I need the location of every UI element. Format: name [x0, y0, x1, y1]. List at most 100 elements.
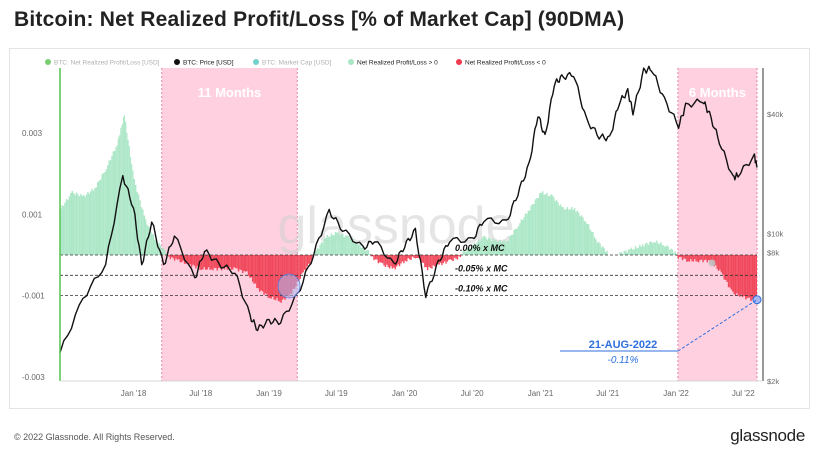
loss-bar — [753, 254, 756, 300]
profit-bar — [668, 249, 671, 255]
profit-bar — [590, 231, 593, 255]
profit-bar — [504, 242, 507, 255]
highlight-label: 6 Months — [689, 85, 746, 100]
loss-bar — [299, 254, 302, 279]
loss-bar — [192, 254, 194, 265]
profit-bar — [356, 241, 358, 255]
loss-bar — [452, 254, 454, 262]
loss-bar — [680, 254, 682, 258]
loss-bar — [373, 254, 375, 261]
loss-bar — [219, 254, 221, 269]
x-tick-label: Jan '18 — [121, 389, 147, 398]
loss-bar — [414, 254, 417, 259]
profit-bar — [506, 240, 508, 255]
profit-bar — [315, 250, 317, 255]
loss-bar — [445, 254, 447, 264]
profit-bar — [119, 134, 121, 255]
loss-bar — [295, 254, 297, 287]
loss-bar — [404, 254, 407, 261]
loss-bar — [691, 254, 693, 262]
profit-bar — [527, 210, 529, 255]
loss-bar — [277, 254, 280, 302]
profit-bar — [550, 194, 553, 255]
loss-bar — [250, 254, 252, 278]
profit-bar — [555, 199, 558, 255]
loss-bar — [722, 254, 724, 275]
loss-bar — [388, 254, 391, 269]
loss-bar — [723, 254, 725, 280]
profit-bar — [101, 174, 103, 255]
loss-bar — [190, 254, 193, 267]
profit-bar — [558, 205, 560, 255]
loss-bar — [741, 254, 744, 298]
marker-circle — [277, 273, 301, 299]
profit-bar — [145, 219, 147, 255]
loss-bar — [443, 254, 446, 262]
profit-bar — [129, 157, 132, 255]
loss-bar — [407, 254, 409, 259]
profit-bar — [526, 213, 528, 255]
profit-bar — [337, 232, 340, 255]
loss-bar — [411, 254, 414, 257]
callout-value: -0.11% — [608, 355, 639, 366]
profit-bar — [91, 188, 93, 255]
profit-bar — [585, 221, 587, 255]
loss-bar — [212, 254, 214, 271]
profit-bar — [128, 146, 130, 255]
profit-bar — [104, 171, 106, 255]
profit-bar — [496, 242, 498, 255]
loss-bar — [207, 254, 210, 268]
profit-bar — [619, 252, 621, 255]
profit-bar — [463, 251, 466, 255]
loss-bar — [387, 254, 389, 268]
profit-bar — [549, 195, 551, 255]
loss-bar — [303, 254, 306, 270]
loss-bar — [705, 254, 707, 260]
profit-bar — [540, 192, 542, 255]
loss-bar — [296, 254, 299, 282]
legend-marker — [174, 59, 180, 65]
profit-bar — [557, 202, 559, 255]
loss-bar — [740, 254, 742, 295]
x-tick-label: Jul '20 — [461, 389, 484, 398]
loss-bar — [180, 254, 183, 263]
loss-bar — [236, 254, 238, 269]
loss-bar — [699, 254, 701, 261]
loss-bar — [729, 254, 731, 288]
y-left-tick-label: 0.001 — [22, 210, 43, 219]
profit-bar — [323, 238, 326, 255]
loss-bar — [702, 254, 704, 263]
loss-bar — [448, 254, 450, 260]
loss-bar — [256, 254, 258, 288]
profit-bar — [604, 251, 607, 255]
profit-bar — [583, 220, 586, 255]
profit-bar — [468, 248, 470, 255]
profit-bar — [343, 237, 345, 255]
profit-bar — [502, 241, 504, 255]
loss-bar — [237, 254, 240, 272]
profit-bar — [347, 235, 350, 255]
loss-bar — [428, 254, 430, 267]
loss-bar — [394, 254, 396, 270]
loss-bar — [434, 254, 436, 267]
profit-bar — [70, 193, 72, 255]
profit-bar — [95, 187, 98, 255]
profit-bar — [592, 231, 594, 255]
loss-bar — [377, 254, 380, 264]
reference-line-label: -0.10% x MC — [455, 284, 508, 294]
loss-bar — [726, 254, 728, 282]
profit-bar — [568, 209, 570, 255]
profit-bar — [88, 193, 90, 255]
x-tick-label: Jul '18 — [189, 389, 212, 398]
loss-bar — [232, 254, 234, 270]
profit-bar — [344, 235, 347, 255]
profit-bar — [569, 209, 572, 255]
loss-bar — [175, 254, 177, 259]
profit-bar — [593, 237, 596, 255]
profit-bar — [486, 239, 489, 255]
profit-bar — [148, 226, 151, 255]
profit-bar — [576, 210, 579, 255]
loss-bar — [746, 254, 749, 298]
profit-bar — [634, 246, 637, 255]
loss-bar — [694, 254, 696, 260]
